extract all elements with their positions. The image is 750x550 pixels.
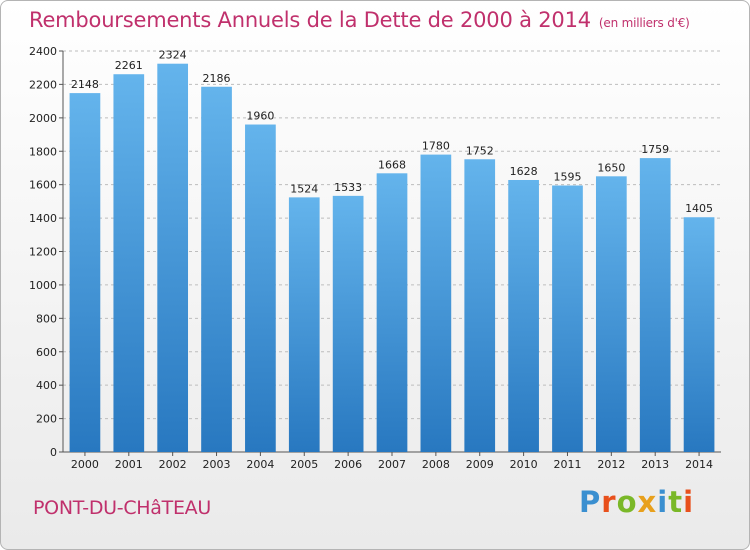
- y-tick-label: 1600: [29, 179, 57, 192]
- bar: [464, 159, 496, 452]
- bar-value-label: 1533: [334, 181, 362, 194]
- y-tick-label: 1000: [29, 279, 57, 292]
- x-tick-label: 2010: [510, 458, 538, 471]
- logo-letter: o: [616, 485, 638, 519]
- y-tick-label: 2200: [29, 78, 57, 91]
- bar: [683, 217, 715, 452]
- x-tick-label: 2008: [422, 458, 450, 471]
- x-tick-label: 2004: [246, 458, 274, 471]
- y-tick-label: 1800: [29, 145, 57, 158]
- logo-letter: i: [683, 485, 695, 519]
- bar-value-label: 2148: [71, 78, 99, 91]
- x-tick-label: 2000: [71, 458, 99, 471]
- x-tick-label: 2005: [290, 458, 318, 471]
- y-tick-label: 2000: [29, 112, 57, 125]
- x-tick-label: 2007: [378, 458, 406, 471]
- bar: [508, 179, 539, 452]
- bars: [69, 63, 715, 453]
- y-tick-label: 0: [50, 446, 57, 459]
- y-tick-label: 1400: [29, 212, 57, 225]
- bar: [376, 173, 408, 452]
- logo-letter: x: [637, 485, 658, 519]
- y-tick-label: 200: [36, 413, 57, 426]
- bar-value-label: 1595: [553, 171, 581, 184]
- bar: [595, 176, 627, 452]
- bar: [157, 63, 189, 452]
- bar: [113, 74, 145, 453]
- town-name: PONT-DU-CHâTEAU: [33, 497, 211, 519]
- x-tick-label: 2006: [334, 458, 362, 471]
- bar-value-label: 1780: [422, 140, 450, 153]
- y-tick-label: 400: [36, 379, 57, 392]
- bar: [552, 185, 583, 453]
- bar-value-label: 1405: [685, 202, 713, 215]
- y-tick-label: 1200: [29, 246, 57, 259]
- x-tick-label: 2003: [203, 458, 231, 471]
- x-tick-label: 2014: [685, 458, 713, 471]
- x-tick-labels: 2000 2001 2002 2003 2004 2005 2006 2007 2008 2009…: [71, 458, 713, 471]
- bar-value-label: 1524: [290, 182, 318, 195]
- y-tick-label: 600: [36, 346, 57, 359]
- y-tick-label: 2400: [29, 45, 57, 58]
- chart-title-text: Remboursements Annuels de la Dette de 20…: [29, 8, 591, 32]
- bar-value-label: 2186: [203, 72, 231, 85]
- x-tick-label: 2012: [597, 458, 625, 471]
- y-tick-label: 800: [36, 312, 57, 325]
- bar-value-label: 1960: [246, 110, 274, 123]
- y-tick-labels: 0 200 400 600 800 1000 1200 1400 1600 1800 2000 220…: [29, 45, 57, 459]
- data-labels: 2148 2261 2324 2186 1960 1524 1533 1668 1780 1752…: [71, 49, 713, 216]
- bar: [639, 158, 671, 453]
- x-tick-label: 2002: [159, 458, 187, 471]
- bar: [420, 154, 452, 452]
- x-tick-label: 2001: [115, 458, 143, 471]
- bar: [201, 86, 232, 453]
- logo-letter: r: [601, 485, 617, 519]
- proxiti-logo[interactable]: Proxiti: [579, 485, 694, 519]
- chart-subtitle: (en milliers d'€): [598, 16, 690, 30]
- bar: [245, 124, 276, 453]
- chart-title: Remboursements Annuels de la Dette de 20…: [29, 8, 690, 32]
- bar-value-label: 1759: [641, 143, 669, 156]
- bar-value-label: 1668: [378, 158, 406, 171]
- logo-letter: t: [668, 485, 684, 519]
- logo-letter: P: [579, 485, 602, 519]
- bar-value-label: 1628: [510, 165, 538, 178]
- bar: [69, 93, 101, 452]
- logo-letter: i: [657, 485, 669, 519]
- x-tick-label: 2013: [641, 458, 669, 471]
- bar: [288, 197, 320, 452]
- x-tick-label: 2009: [466, 458, 494, 471]
- bar-value-label: 2261: [115, 59, 143, 72]
- bar-value-label: 1650: [597, 161, 625, 174]
- bar: [332, 195, 364, 452]
- bar-value-label: 2324: [159, 49, 187, 62]
- bar-value-label: 1752: [466, 144, 494, 157]
- x-tick-label: 2011: [553, 458, 581, 471]
